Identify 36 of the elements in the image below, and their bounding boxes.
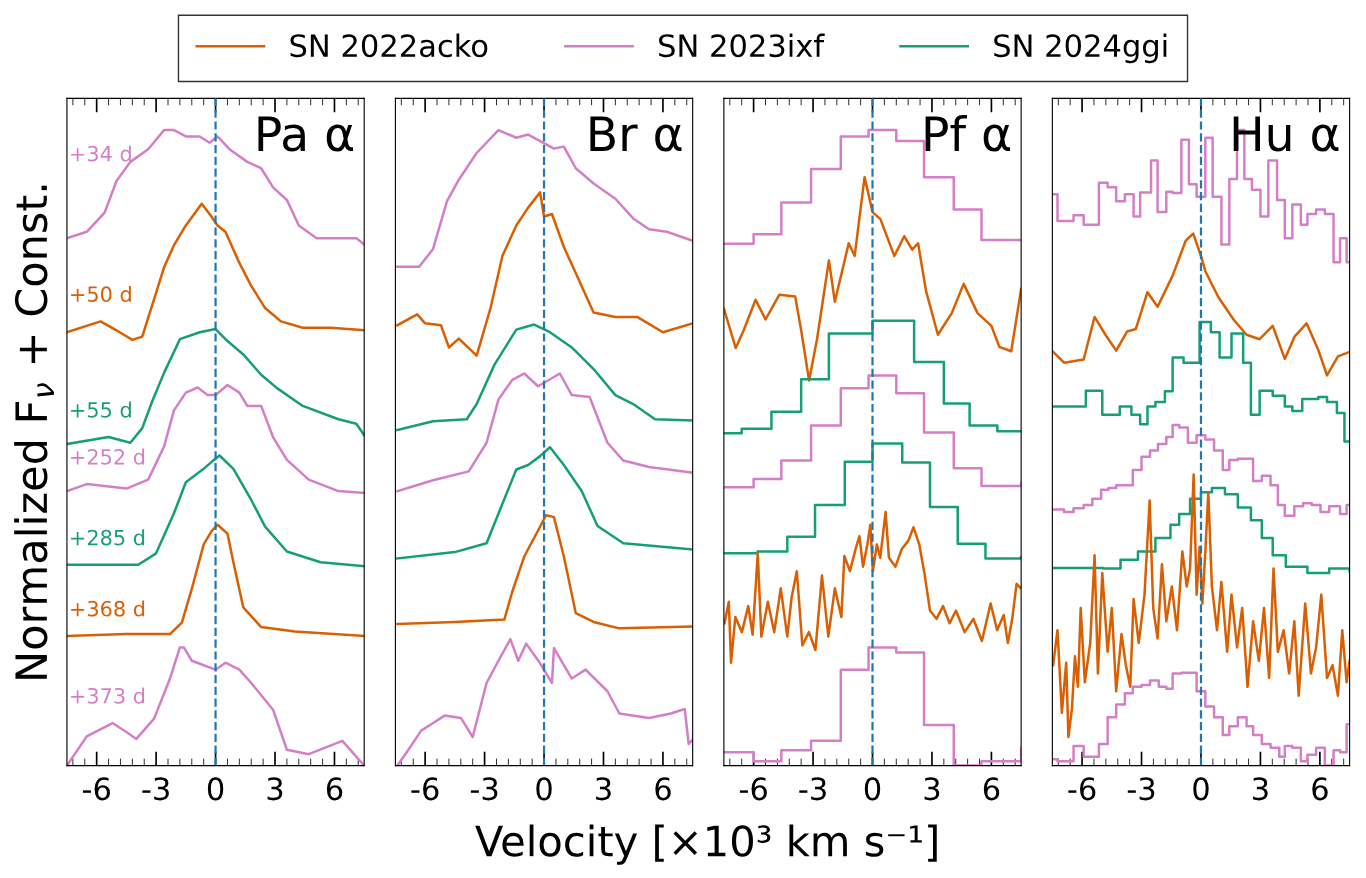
x-tick-label: 6 — [655, 777, 671, 801]
x-tick-label: 0 — [864, 777, 881, 801]
x-tick-label: -3 — [470, 777, 498, 801]
chart-title: Hu α — [1233, 116, 1339, 152]
x-tick-label: 6 — [1312, 777, 1328, 801]
y-axis-title: Normalized F$_{ν}$ + Const. — [14, 185, 54, 679]
x-tick-label: 3 — [924, 777, 940, 801]
annotation: +34 d — [71, 145, 131, 162]
annotation: +373 d — [71, 687, 145, 704]
annotation: +285 d — [71, 529, 145, 546]
x-tick-label: 3 — [267, 777, 283, 801]
annotation: +50 d — [71, 285, 131, 303]
legend-label: SN 2022acko — [290, 33, 488, 58]
x-tick-label: -3 — [799, 777, 826, 801]
annotation: +55 d — [71, 401, 131, 418]
legend-label: SN 2024ggi — [994, 33, 1167, 64]
x-axis-title: Velocity [×10³ km s⁻¹] — [475, 824, 937, 865]
chart-title: Pf α — [925, 115, 1010, 152]
x-tick-label: -3 — [142, 777, 169, 801]
x-tick-label: 0 — [207, 777, 224, 801]
chart-title: Br α — [590, 116, 682, 152]
x-tick-label: 0 — [536, 777, 552, 801]
x-tick-label: 3 — [596, 777, 611, 801]
x-tick-label: -3 — [1127, 777, 1155, 801]
x-tick-label: 0 — [1193, 777, 1209, 801]
annotation: +368 d — [71, 600, 145, 617]
x-tick-label: 6 — [326, 777, 343, 801]
x-tick-label: -6 — [739, 777, 767, 801]
x-tick-label: -6 — [82, 777, 110, 801]
x-tick-label: 6 — [983, 777, 1000, 801]
annotation: +252 d — [71, 448, 145, 465]
chart-title: Pa α — [258, 116, 354, 152]
x-tick-label: -6 — [1068, 777, 1096, 801]
x-tick-label: -6 — [411, 777, 439, 801]
legend-label: SN 2023ixf — [659, 33, 825, 58]
x-tick-label: 3 — [1253, 777, 1268, 801]
